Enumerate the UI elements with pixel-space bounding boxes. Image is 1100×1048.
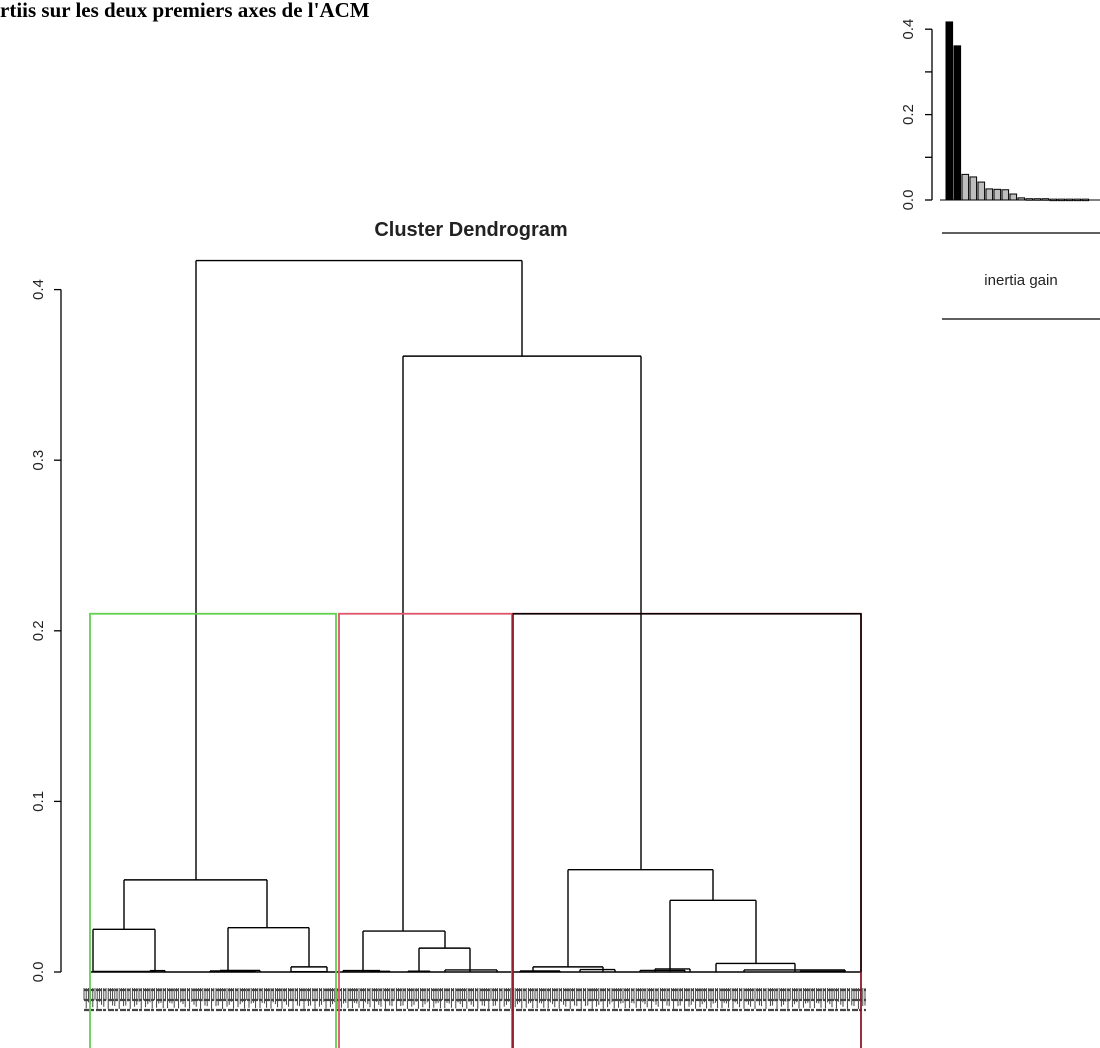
y-tick-label: 0.0 — [30, 962, 47, 983]
y-tick-label: 0.3 — [30, 450, 47, 471]
dendrogram-tree — [91, 259, 861, 973]
dendrogram-leaf-labels — [83, 988, 866, 1012]
cluster-rect — [512, 612, 862, 1048]
cluster-rectangles — [89, 612, 862, 1048]
cluster-rect — [338, 612, 513, 1048]
cluster-rect — [89, 612, 337, 1048]
y-tick-label: 0.2 — [30, 620, 47, 641]
dendrogram-y-axis: 0.0 0.1 0.2 0.3 0.4 — [30, 279, 62, 983]
dendrogram-title: Cluster Dendrogram — [374, 219, 567, 241]
y-tick-label: 0.1 — [30, 791, 47, 812]
y-tick-label: 0.4 — [30, 279, 47, 300]
page-heading: rtiis sur les deux premiers axes de l'AC… — [0, 0, 370, 22]
